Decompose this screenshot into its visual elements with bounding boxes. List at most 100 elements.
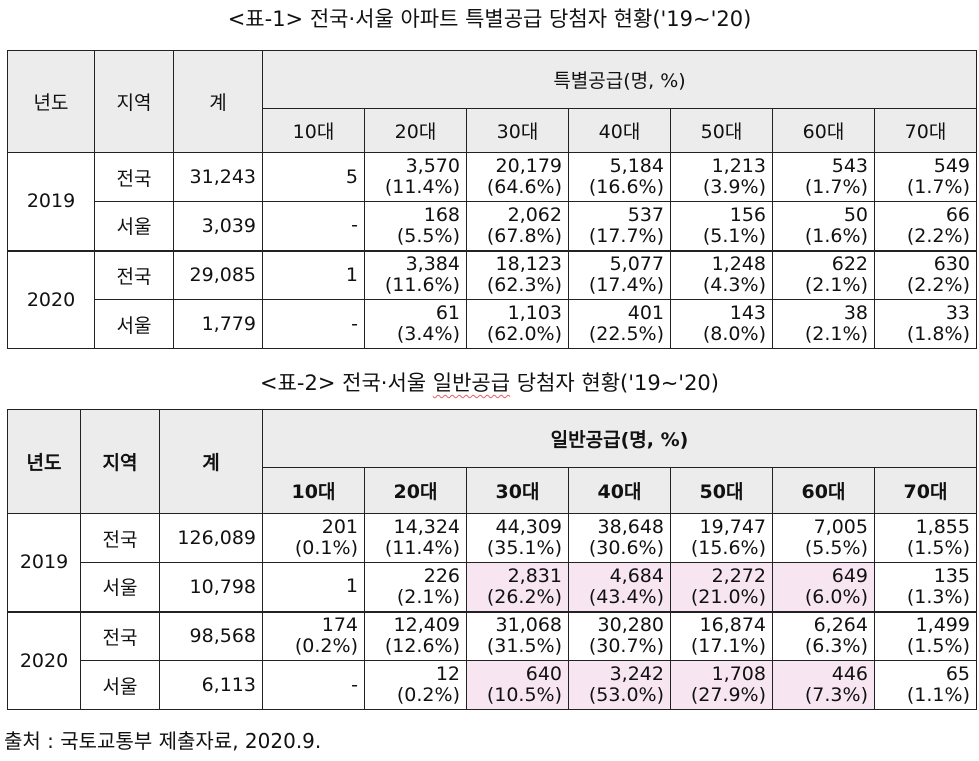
- value-cell: 66 (2.2%): [874, 201, 977, 251]
- value-cell: 3,570 (11.4%): [364, 152, 467, 202]
- header-total: 계: [159, 409, 263, 514]
- value-count: 5,077: [609, 253, 664, 276]
- header-age-3: 40대: [568, 108, 671, 153]
- value-percent: (1.3%): [906, 585, 970, 608]
- value-cell: 143 (8.0%): [670, 299, 773, 349]
- value-percent: (30.7%): [588, 635, 664, 658]
- region-cell: 전국: [80, 610, 160, 661]
- region-cell: 전국: [80, 513, 160, 563]
- value-cell: 1,855 (1.5%): [874, 513, 977, 563]
- value-percent: (11.4%): [384, 537, 460, 559]
- total-cell: 1,779: [173, 299, 263, 349]
- value-percent: (11.6%): [384, 274, 460, 297]
- value-percent: (0.2%): [294, 635, 358, 658]
- value-count: 1,213: [711, 155, 766, 177]
- value-cell: 31,068 (31.5%): [466, 610, 569, 661]
- value-cell: 649 (6.0%): [772, 562, 875, 612]
- value-percent: (27.9%): [690, 684, 766, 706]
- total-cell: 126,089: [159, 513, 263, 563]
- value-cell: 630 (2.2%): [874, 249, 977, 300]
- value-cell: 1,248 (4.3%): [670, 249, 773, 300]
- value-cell: 16,874 (17.1%): [670, 610, 773, 661]
- table2-title: <표-2> 전국·서울 일반공급 당첨자 현황('19∼'20): [0, 368, 979, 398]
- value-count: 543: [831, 155, 868, 177]
- header-group: 일반공급(명, %): [262, 409, 977, 468]
- value-percent: (10.5%): [486, 684, 562, 706]
- value-percent: (26.2%): [486, 585, 562, 608]
- value-cell: 3,384 (11.6%): [364, 249, 467, 300]
- value-cell: 543 (1.7%): [772, 152, 875, 202]
- value-count: 630: [933, 253, 970, 276]
- special-supply-table: 년도 지역 계 특별공급(명, %) 10대 20대 30대 40대 50대 60대 70대…: [7, 50, 977, 349]
- header-age-0: 10대: [262, 108, 365, 153]
- value-count: 1: [345, 263, 358, 286]
- value-cell: 135 (1.3%): [874, 562, 977, 612]
- table-row: 서울 3,039-168 (5.5%) 2,062 (67.8%) 537 (17.7%) 1…: [8, 201, 977, 251]
- value-count: 649: [831, 564, 868, 587]
- value-count: 65: [945, 663, 970, 685]
- value-percent: (3.4%): [396, 323, 460, 345]
- header-age-1: 20대: [364, 467, 467, 514]
- header-total: 계: [173, 50, 263, 153]
- value-cell: 3,242 (53.0%): [568, 660, 671, 710]
- value-percent: (1.7%): [906, 176, 970, 198]
- value-cell: 6,264 (6.3%): [772, 610, 875, 661]
- value-cell: 1,213 (3.9%): [670, 152, 773, 202]
- value-count: 1,103: [507, 302, 562, 324]
- value-percent: (30.6%): [588, 537, 664, 559]
- value-count: 2,831: [507, 564, 562, 587]
- value-count: 20,179: [495, 155, 562, 177]
- value-cell: 446 (7.3%): [772, 660, 875, 710]
- value-cell: 1: [262, 562, 365, 612]
- header-age-3: 40대: [568, 467, 671, 514]
- value-cell: 20,179 (64.6%): [466, 152, 569, 202]
- value-cell: 4,684 (43.4%): [568, 562, 671, 612]
- value-count: 12,409: [393, 614, 460, 637]
- value-cell: 156 (5.1%): [670, 201, 773, 251]
- value-count: 135: [933, 564, 970, 587]
- value-cell: 226 (2.1%): [364, 562, 467, 612]
- header-region: 지역: [94, 50, 174, 153]
- value-cell: 30,280 (30.7%): [568, 610, 671, 661]
- value-cell: 201 (0.1%): [262, 513, 365, 563]
- value-cell: 622 (2.1%): [772, 249, 875, 300]
- value-count: 1,855: [915, 516, 970, 538]
- value-percent: (62.3%): [486, 274, 562, 297]
- header-age-5: 60대: [772, 108, 875, 153]
- value-cell: 7,005 (5.5%): [772, 513, 875, 563]
- header-region: 지역: [80, 409, 160, 514]
- value-cell: 18,123 (62.3%): [466, 249, 569, 300]
- value-cell: 1,103 (62.0%): [466, 299, 569, 349]
- table2-title-suffix: 당첨자 현황('19∼'20): [510, 371, 719, 395]
- value-percent: (2.1%): [396, 585, 460, 608]
- value-percent: (21.0%): [690, 585, 766, 608]
- table-row: 2019 전국 126,089 201 (0.1%) 14,324 (11.4%) 44,30…: [7, 513, 977, 612]
- value-cell: 14,324 (11.4%): [364, 513, 467, 563]
- value-percent: (6.0%): [804, 585, 868, 608]
- header-age-6: 70대: [874, 108, 977, 153]
- header-age-2: 30대: [466, 108, 569, 153]
- year-cell: 2019: [7, 152, 95, 251]
- value-cell: 1,708 (27.9%): [670, 660, 773, 710]
- value-percent: (43.4%): [588, 585, 664, 608]
- value-percent: (2.2%): [906, 224, 970, 247]
- value-count: 5,184: [609, 155, 664, 177]
- value-count: 50: [843, 203, 868, 226]
- value-count: 1,248: [711, 253, 766, 276]
- total-cell: 29,085: [173, 249, 263, 300]
- value-count: 2,062: [507, 203, 562, 226]
- region-cell: 서울: [80, 660, 160, 710]
- table1-title: <표-1> 전국·서울 아파트 특별공급 당첨자 현황('19∼'20): [227, 7, 752, 31]
- value-count: 174: [321, 614, 358, 637]
- value-cell: 549 (1.7%): [874, 152, 977, 202]
- value-count: 2,272: [711, 564, 766, 587]
- value-cell: 5,184 (16.6%): [568, 152, 671, 202]
- region-cell: 서울: [94, 299, 174, 349]
- header-age-6: 70대: [874, 467, 977, 514]
- value-count: 156: [729, 203, 766, 226]
- header-age-2: 30대: [466, 467, 569, 514]
- value-cell: 38 (2.1%): [772, 299, 875, 349]
- table-row: 2019 전국 31,243 5 3,570 (11.4%) 20,179 (64.6%) 5,…: [7, 152, 977, 251]
- table-row: 서울 1,779-61 (3.4%) 1,103 (62.0%) 401 (22.5%) 14…: [8, 299, 977, 349]
- value-count: 401: [627, 302, 664, 324]
